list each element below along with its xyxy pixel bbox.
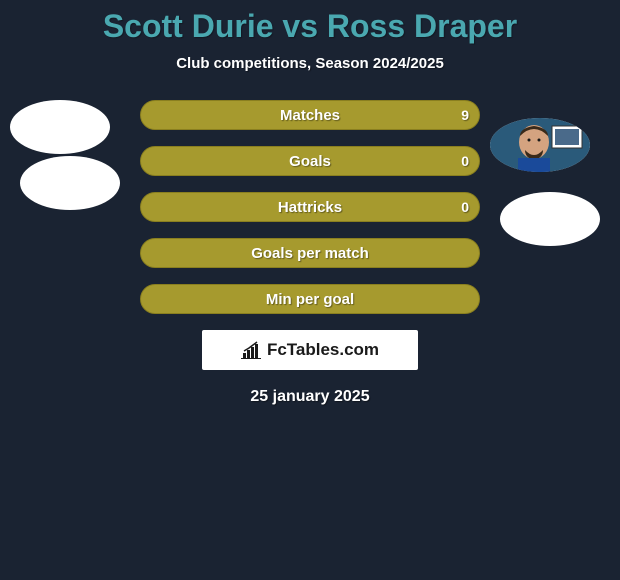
stat-label: Goals per match <box>251 245 369 262</box>
stat-row-min-per-goal: Min per goal <box>140 284 480 314</box>
subtitle: Club competitions, Season 2024/2025 <box>0 55 620 72</box>
stat-label: Goals <box>289 153 331 170</box>
stat-right-value: 0 <box>461 153 469 169</box>
stat-row-matches: Matches 9 <box>140 100 480 130</box>
stat-row-hattricks: Hattricks 0 <box>140 192 480 222</box>
stat-label: Min per goal <box>266 291 354 308</box>
left-avatar-1 <box>10 100 110 154</box>
date-label: 25 january 2025 <box>0 388 620 406</box>
stat-row-goals: Goals 0 <box>140 146 480 176</box>
left-avatar-2 <box>20 156 120 210</box>
player-photo-icon <box>490 118 590 172</box>
stat-right-value: 9 <box>461 107 469 123</box>
stat-bars: Matches 9 Goals 0 Hattricks 0 Goals per … <box>140 100 480 314</box>
logo-text: FcTables.com <box>267 340 379 360</box>
page-title: Scott Durie vs Ross Draper <box>0 0 620 45</box>
stat-row-goals-per-match: Goals per match <box>140 238 480 268</box>
right-avatar-2 <box>500 192 600 246</box>
logo-badge: FcTables.com <box>202 330 418 370</box>
comparison-content: Matches 9 Goals 0 Hattricks 0 Goals per … <box>0 100 620 406</box>
chart-icon <box>241 341 263 359</box>
stat-label: Matches <box>280 107 340 124</box>
stat-label: Hattricks <box>278 199 342 216</box>
right-avatar-1 <box>490 118 590 172</box>
stat-right-value: 0 <box>461 199 469 215</box>
